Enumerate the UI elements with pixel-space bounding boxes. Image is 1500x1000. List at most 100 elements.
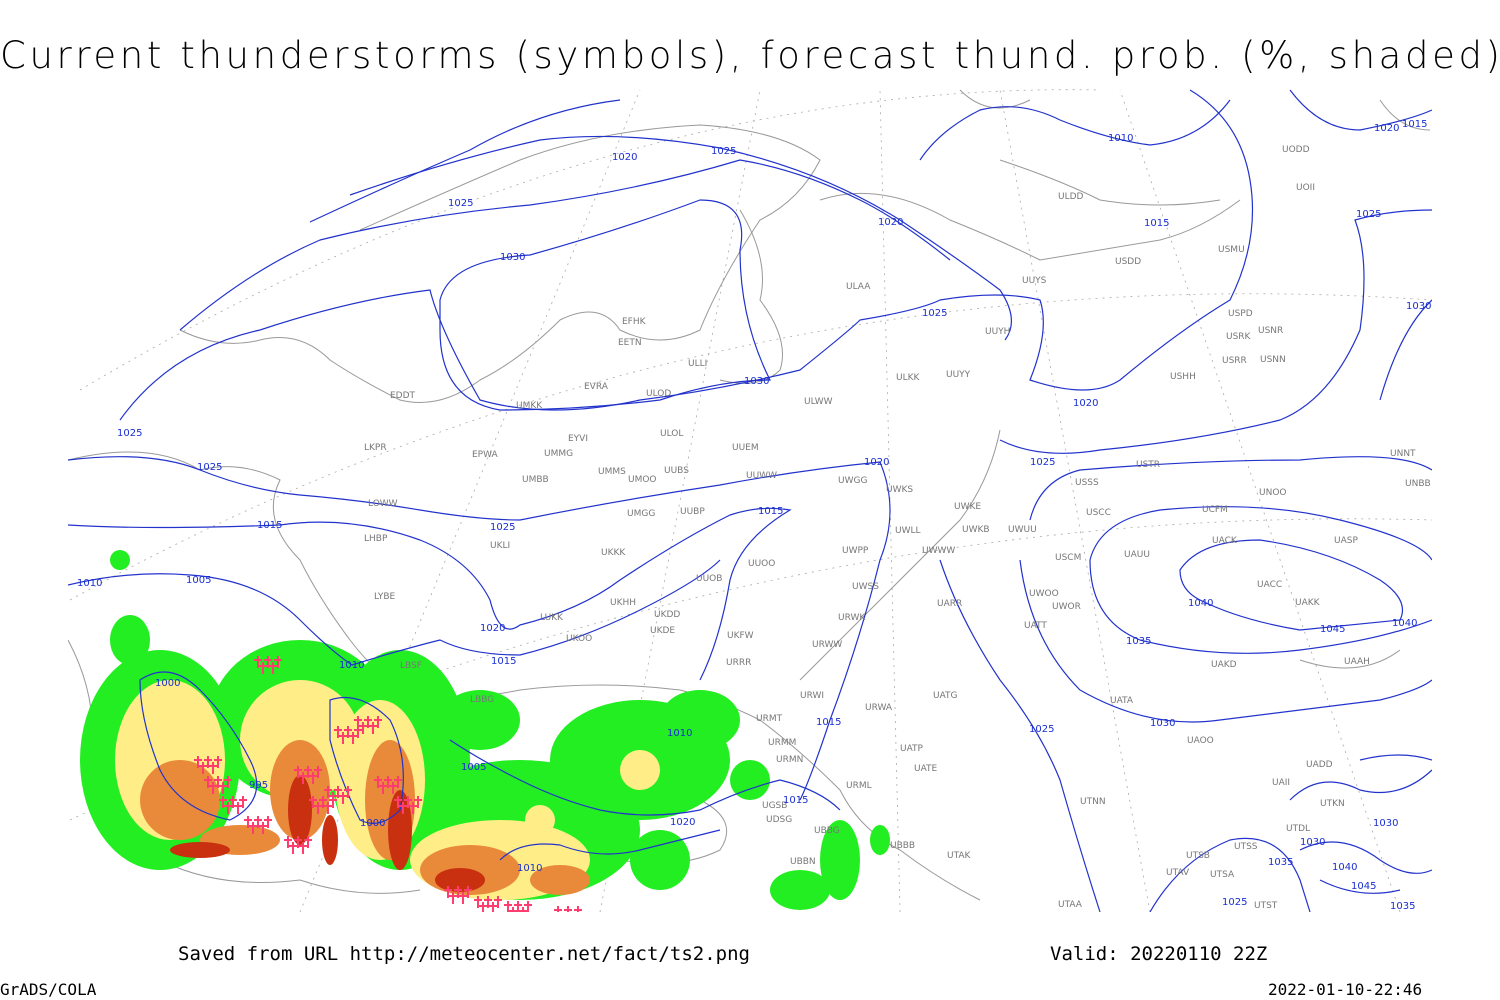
storm-symbol	[229, 796, 237, 808]
station-label: UKHH	[610, 598, 636, 608]
storm-symbol	[244, 816, 252, 828]
station-label: EETN	[618, 338, 642, 348]
source-url: Saved from URL http://meteocenter.net/fa…	[178, 943, 750, 965]
storm-symbol	[444, 886, 452, 898]
station-label: USRK	[1226, 332, 1252, 342]
station-label: UTSS	[1234, 842, 1258, 852]
isobar-label: 1040	[1332, 862, 1357, 873]
storm-symbol	[219, 782, 227, 794]
storm-symbol	[324, 802, 332, 814]
storm-symbol	[564, 906, 572, 912]
station-label: URWA	[865, 703, 893, 713]
station-label: URWW	[812, 640, 842, 650]
station-label: UWPP	[842, 546, 869, 556]
isobar-label: 1025	[922, 308, 947, 319]
station-label: UODD	[1282, 145, 1310, 155]
shade-area	[620, 750, 660, 790]
station-label: USTR	[1136, 460, 1160, 470]
station-label: UNOO	[1259, 488, 1287, 498]
station-label: UAAH	[1344, 657, 1370, 667]
shade-area	[322, 815, 338, 865]
storm-symbol	[394, 776, 402, 788]
station-label: UKDD	[654, 610, 680, 620]
storm-symbol	[334, 786, 342, 798]
isobar-label: 1035	[1390, 901, 1415, 912]
station-label: UMGG	[627, 509, 655, 519]
station-label: UTDL	[1286, 824, 1310, 834]
isobar-label: 1025	[1029, 724, 1054, 735]
storm-symbol	[359, 722, 367, 734]
shade-area	[660, 690, 740, 750]
storm-symbol	[319, 796, 327, 808]
isobar-label: 1020	[1073, 398, 1098, 409]
isobar-label: 1030	[1373, 818, 1398, 829]
station-label: UWKE	[954, 502, 981, 512]
station-label: UKKK	[601, 548, 626, 558]
station-label: UAKD	[1211, 660, 1237, 670]
station-label: UMOO	[628, 475, 657, 485]
station-label: UNNT	[1390, 449, 1416, 459]
storm-symbol	[449, 892, 457, 904]
station-label: UGSB	[762, 801, 787, 811]
storm-symbol	[194, 756, 202, 768]
isobar-label: 1035	[1126, 636, 1151, 647]
storm-symbol	[369, 722, 377, 734]
storm-symbol	[344, 726, 352, 738]
storm-symbol	[224, 776, 232, 788]
isobar-label: 1045	[1351, 881, 1376, 892]
station-label: URMT	[756, 714, 783, 724]
storm-symbol	[294, 766, 302, 778]
storm-symbol	[384, 776, 392, 788]
isobar-label: 1020	[480, 623, 505, 634]
storm-symbol	[304, 766, 312, 778]
storm-symbol	[249, 822, 257, 834]
storm-symbol	[414, 796, 422, 808]
station-label: UTKN	[1320, 799, 1345, 809]
shade-area	[110, 550, 130, 570]
timestamp: 2022-01-10-22:46	[1268, 980, 1422, 999]
isobar-label: 1040	[1188, 598, 1213, 609]
isobar-label: 1025	[711, 146, 736, 157]
isobar-label: 1045	[1320, 624, 1345, 635]
station-label: UKFW	[727, 631, 754, 641]
storm-symbol	[299, 772, 307, 784]
storm-symbol	[284, 836, 292, 848]
storm-symbol	[199, 762, 207, 774]
storm-symbol	[214, 756, 222, 768]
station-label: UUBS	[664, 466, 689, 476]
station-label: UACK	[1212, 536, 1238, 546]
isobar-label: 1005	[186, 575, 211, 586]
station-label: UKLI	[490, 541, 510, 551]
storm-symbol	[259, 662, 267, 674]
station-label: ULAA	[846, 282, 871, 292]
storm-symbol	[404, 796, 412, 808]
storm-symbol	[374, 716, 382, 728]
isobar-label: 1020	[1374, 123, 1399, 134]
isobar-label: 1035	[1268, 857, 1293, 868]
isobars	[68, 89, 1432, 912]
storm-symbol	[339, 732, 347, 744]
isobar-label: 1025	[1030, 457, 1055, 468]
station-label: USMU	[1218, 245, 1245, 255]
station-label: ULOD	[646, 389, 671, 399]
storm-symbol	[329, 796, 337, 808]
storm-symbol	[514, 901, 522, 912]
station-label: UAOO	[1187, 736, 1214, 746]
station-label: UWUU	[1008, 525, 1037, 535]
storm-symbol	[364, 716, 372, 728]
isobar-label: 1010	[517, 863, 542, 874]
storm-symbol	[219, 796, 227, 808]
station-label: UWOR	[1052, 602, 1081, 612]
isobar-label: 1015	[1402, 119, 1427, 130]
station-label: UASP	[1334, 536, 1358, 546]
station-label: ULDD	[1058, 192, 1084, 202]
station-label: USSS	[1075, 478, 1099, 488]
station-label: ULKK	[896, 373, 921, 383]
station-label: URWK	[838, 613, 866, 623]
storm-symbol	[314, 802, 322, 814]
station-label: UKDE	[650, 626, 675, 636]
station-label: EDDT	[390, 391, 416, 401]
station-label: URML	[846, 781, 872, 791]
station-label: LUKK	[540, 613, 564, 623]
